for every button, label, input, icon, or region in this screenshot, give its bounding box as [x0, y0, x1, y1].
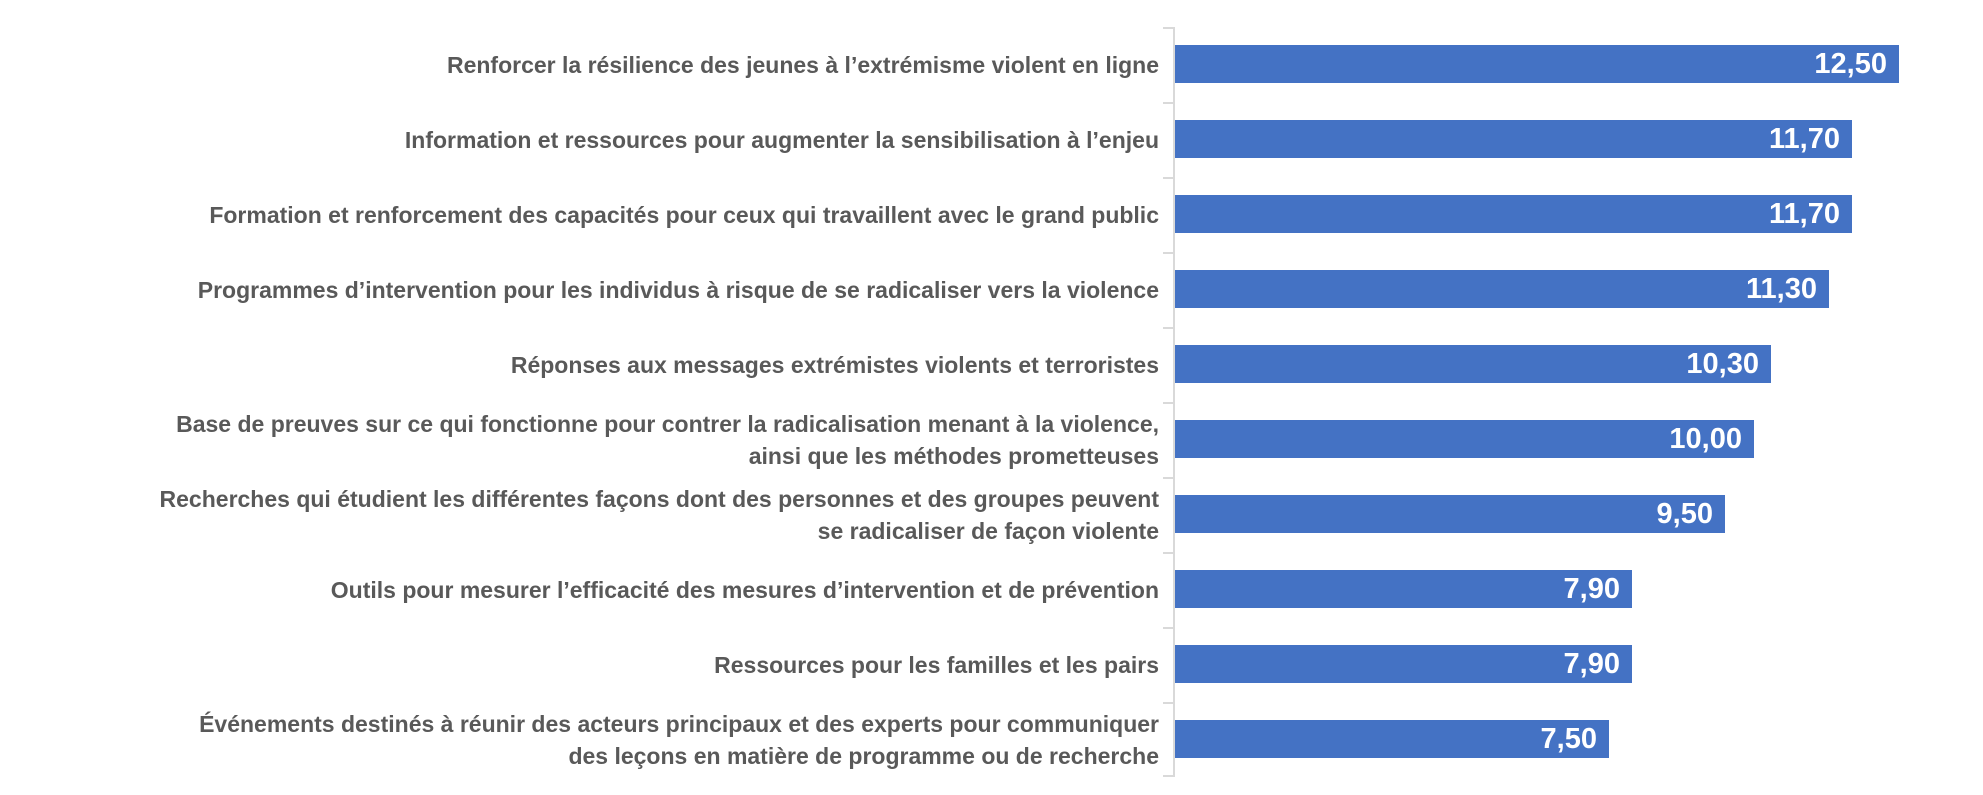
axis-tick — [1163, 252, 1173, 254]
bar-value-label: 11,30 — [1746, 272, 1817, 305]
axis-tick — [1163, 27, 1173, 29]
chart-row: Événements destinés à réunir des acteurs… — [0, 702, 1983, 777]
bar: 7,50 — [1175, 720, 1609, 758]
chart-row: Base de preuves sur ce qui fonctionne po… — [0, 402, 1983, 477]
chart-row: Réponses aux messages extrémistes violen… — [0, 327, 1983, 402]
category-label: Événements destinés à réunir des acteurs… — [199, 710, 1159, 769]
category-label: Ressources pour les familles et les pair… — [714, 651, 1159, 678]
axis-tick — [1163, 177, 1173, 179]
chart-row: Information et ressources pour augmenter… — [0, 102, 1983, 177]
bar-value-label: 10,30 — [1686, 347, 1759, 380]
bar-value-label: 10,00 — [1669, 422, 1742, 455]
bar-value-label: 12,50 — [1814, 47, 1887, 80]
category-label: Information et ressources pour augmenter… — [404, 126, 1159, 153]
bar: 11,70 — [1175, 195, 1852, 233]
chart-row: Formation et renforcement des capacités … — [0, 177, 1983, 252]
bar: 7,90 — [1175, 645, 1632, 683]
bar: 11,70 — [1175, 120, 1852, 158]
axis-tick — [1163, 702, 1173, 704]
category-label: Recherches qui étudient les différentes … — [159, 485, 1159, 544]
bar: 10,00 — [1175, 420, 1754, 458]
axis-tick — [1163, 102, 1173, 104]
bar: 7,90 — [1175, 570, 1632, 608]
bar: 10,30 — [1175, 345, 1771, 383]
axis-tick — [1163, 775, 1173, 777]
chart-row: Programmes d’intervention pour les indiv… — [0, 252, 1983, 327]
axis-tick — [1163, 627, 1173, 629]
bar: 12,50 — [1175, 45, 1899, 83]
chart-row: Outils pour mesurer l’efficacité des mes… — [0, 552, 1983, 627]
category-label: Outils pour mesurer l’efficacité des mes… — [330, 576, 1159, 603]
bar-value-label: 7,50 — [1540, 722, 1597, 755]
bar-value-label: 7,90 — [1563, 572, 1620, 605]
axis-tick — [1163, 327, 1173, 329]
chart-plot-area: Renforcer la résilience des jeunes à l’e… — [0, 27, 1983, 777]
chart-row: Renforcer la résilience des jeunes à l’e… — [0, 27, 1983, 102]
bar-value-label: 11,70 — [1769, 197, 1840, 230]
category-label: Renforcer la résilience des jeunes à l’e… — [446, 51, 1159, 78]
chart-row: Ressources pour les familles et les pair… — [0, 627, 1983, 702]
category-label: Base de preuves sur ce qui fonctionne po… — [176, 410, 1159, 469]
bar: 11,30 — [1175, 270, 1829, 308]
category-label: Programmes d’intervention pour les indiv… — [197, 276, 1159, 303]
y-axis-line — [1163, 27, 1175, 777]
bar-value-label: 11,70 — [1769, 122, 1840, 155]
bar: 9,50 — [1175, 495, 1725, 533]
bar-value-label: 7,90 — [1563, 647, 1620, 680]
axis-tick — [1163, 477, 1173, 479]
chart-row: Recherches qui étudient les différentes … — [0, 477, 1983, 552]
bar-value-label: 9,50 — [1656, 497, 1713, 530]
category-label: Formation et renforcement des capacités … — [209, 201, 1159, 228]
category-label: Réponses aux messages extrémistes violen… — [510, 351, 1159, 378]
axis-tick — [1163, 402, 1173, 404]
axis-tick — [1163, 552, 1173, 554]
